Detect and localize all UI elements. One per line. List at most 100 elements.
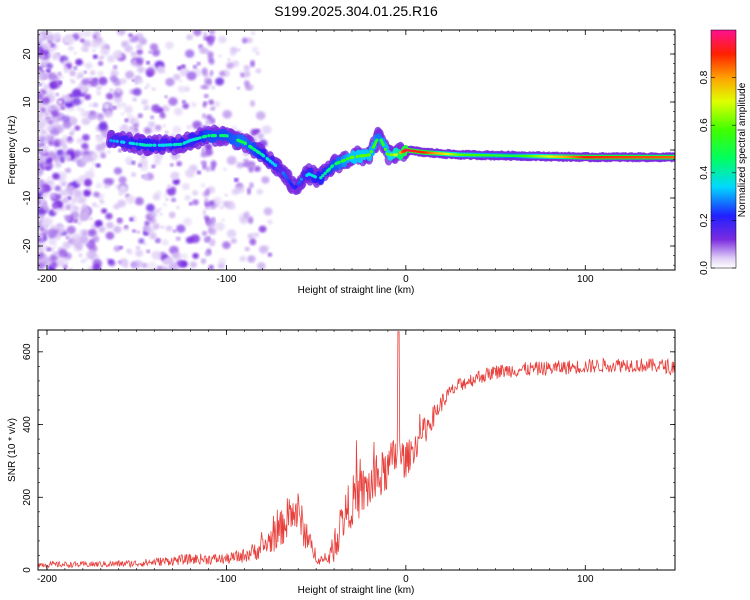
spectrogram-noise-speckle (151, 164, 156, 169)
spectrogram-noise-speckle (181, 64, 186, 69)
spectrogram-noise-speckle (87, 265, 94, 270)
spectrogram-noise-speckle (43, 84, 50, 90)
spectrogram-noise-speckle (81, 86, 89, 94)
spectrogram-noise-speckle (190, 102, 197, 108)
spectrogram-noise-speckle (149, 232, 157, 240)
spectrogram-noise-speckle (156, 265, 163, 270)
spectrogram-ridge-core (367, 153, 371, 157)
spectrogram-ridge-core (198, 136, 202, 140)
spectrogram-noise-speckle (92, 49, 96, 53)
colorbar-tick-label: 0.8 (699, 70, 710, 84)
spectrogram-ridge-core (381, 143, 385, 147)
spectrogram-noise-speckle (143, 106, 148, 111)
spectrogram-noise-speckle (97, 70, 105, 77)
y-tick-label: 10 (22, 96, 33, 108)
spectrogram-noise-speckle (138, 238, 145, 244)
spectrogram-noise-speckle (157, 107, 164, 113)
spectrogram-noise-speckle (176, 224, 186, 233)
spectrogram-noise-speckle (144, 86, 148, 90)
spectrogram-noise-speckle (163, 124, 166, 128)
spectrogram-ridge-core (392, 153, 396, 157)
spectrogram-noise-speckle (38, 144, 41, 149)
spectrogram-noise-speckle (185, 168, 195, 178)
spectrogram-noise-speckle (54, 141, 60, 147)
spectrogram-noise-speckle (165, 41, 174, 50)
spectrogram-noise-speckle (62, 121, 72, 129)
spectrogram-noise-speckle (51, 52, 60, 61)
spectrogram-noise-speckle (84, 93, 92, 101)
spectrogram-noise-speckle (38, 149, 42, 155)
spectrogram-noise-speckle (38, 213, 45, 219)
spectrogram-noise-speckle (226, 155, 237, 165)
spectrogram-noise-speckle (120, 112, 125, 116)
spectrogram-noise-speckle (247, 187, 251, 195)
spectrogram-noise-speckle (209, 205, 215, 210)
spectrogram-noise-speckle (76, 137, 83, 144)
spectrogram-ridge-core (169, 143, 173, 147)
colorbar-tick-label: 0.2 (699, 213, 710, 227)
spectrogram-noise-speckle (65, 202, 76, 212)
spectrogram-noise-speckle (82, 47, 87, 52)
spectrogram-noise-speckle (222, 167, 227, 172)
spectrogram-noise-speckle (50, 261, 58, 268)
spectrogram-noise-speckle (38, 130, 41, 134)
spectrogram-noise-speckle (73, 66, 78, 70)
spectrogram-noise-speckle (52, 172, 60, 180)
spectrogram-noise-speckle (226, 229, 237, 238)
spectrogram-noise-speckle (136, 43, 143, 50)
spectrogram-noise-speckle (231, 188, 239, 196)
spectrogram-noise-speckle (218, 257, 227, 265)
colorbar: 0.0 0.2 0.4 0.6 0.8 Normalized spectral ampl… (699, 29, 748, 275)
spectrogram-ridge-core (153, 143, 157, 147)
spectrogram-noise-speckle (218, 54, 222, 58)
spectrogram-noise-speckle (61, 182, 67, 187)
spectrogram-noise-speckle (57, 99, 63, 105)
spectrogram-noise-speckle (130, 51, 137, 57)
spectrogram-noise-speckle (258, 245, 269, 254)
spectrogram-noise-speckle (118, 217, 122, 221)
spectrogram-noise-speckle (73, 51, 77, 55)
spectrogram-noise-speckle (38, 226, 41, 231)
spectrogram-noise-speckle (261, 125, 272, 134)
spectrogram-ridge-core (369, 150, 373, 154)
spectrogram-noise-speckle (112, 50, 123, 60)
spectrogram-noise-speckle (103, 183, 110, 189)
spectrogram-ridge-core (143, 143, 147, 147)
spectrogram-noise-speckle (68, 136, 72, 140)
spectrogram-noise-speckle (154, 237, 161, 244)
spectrogram-noise-speckle (192, 65, 198, 69)
spectrogram-noise-speckle (204, 202, 211, 207)
spectrogram-noise-speckle (208, 226, 213, 233)
spectrogram-noise-speckle (93, 191, 100, 198)
spectrogram-noise-speckle (71, 233, 82, 243)
spectrogram-ridge-core (284, 175, 288, 179)
spectrogram-noise-speckle (218, 35, 227, 44)
y-tick-label: 20 (22, 48, 33, 60)
spectrogram-noise-speckle (69, 78, 75, 83)
spectrogram-noise-speckle (208, 238, 216, 247)
spectrogram-noise-speckle (143, 127, 152, 134)
spectrogram-noise-speckle (200, 183, 206, 188)
spectrogram-noise-speckle (190, 234, 201, 244)
spectrogram-noise-speckle (54, 147, 58, 151)
x-tick-label: -100 (216, 574, 236, 585)
spectrogram-noise-speckle (38, 222, 41, 226)
spectrogram-noise-speckle (176, 161, 182, 167)
spectrogram-noise-speckle (58, 249, 68, 258)
spectrogram-noise-speckle (44, 133, 51, 140)
spectrogram-noise-speckle (69, 131, 74, 137)
spectrogram-noise-speckle (67, 45, 74, 52)
spectrogram-noise-speckle (134, 197, 144, 206)
spectrogram-noise-speckle (65, 236, 69, 240)
spectrogram-ridge-core (149, 143, 153, 147)
x-tick-label: 100 (577, 574, 594, 585)
spectrogram-noise-speckle (95, 182, 103, 189)
spectrogram-noise-speckle (210, 70, 213, 77)
spectrogram-ridge-layer (105, 124, 675, 196)
spectrogram-noise-speckle (267, 219, 273, 225)
spectrogram-noise-speckle (91, 152, 99, 160)
spectrogram-noise-speckle (122, 102, 127, 107)
spectrogram-ridge-core (204, 134, 208, 138)
spectrogram-noise-speckle (125, 194, 136, 204)
spectrogram-noise-speckle (252, 130, 257, 135)
